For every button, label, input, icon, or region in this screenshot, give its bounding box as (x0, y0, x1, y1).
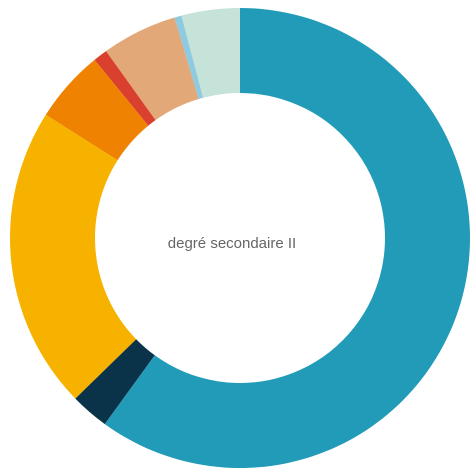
donut-segment (104, 8, 470, 468)
center-label: degré secondaire II (168, 235, 296, 252)
donut-segment (10, 114, 137, 399)
donut-segment (75, 339, 155, 425)
donut-segment (181, 8, 240, 98)
donut-segment (94, 51, 156, 126)
donut-segment (105, 17, 199, 121)
donut-segment (174, 15, 204, 100)
donut-segment (45, 59, 149, 161)
